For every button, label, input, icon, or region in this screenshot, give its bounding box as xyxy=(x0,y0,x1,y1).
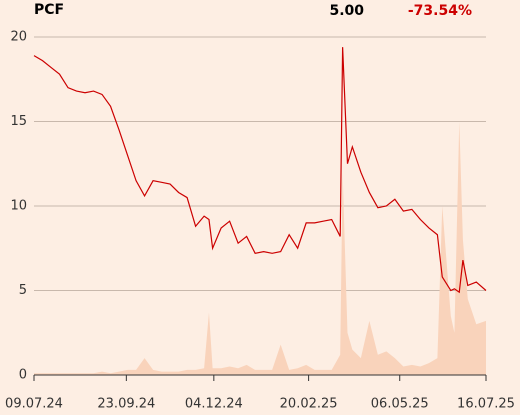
y-tick-label: 0 xyxy=(19,368,27,383)
x-tick-label: 16.07.25 xyxy=(457,397,515,412)
y-tick-label: 10 xyxy=(10,199,27,214)
x-tick-label: 04.12.24 xyxy=(185,397,243,412)
y-tick-label: 5 xyxy=(19,283,27,298)
x-tick-label: 06.05.25 xyxy=(371,397,429,412)
ticker: PCF xyxy=(34,2,64,18)
volume-area xyxy=(34,121,486,375)
change: -73.54% xyxy=(408,3,472,19)
x-tick-label: 09.07.24 xyxy=(5,397,63,412)
y-tick-label: 15 xyxy=(10,114,27,129)
y-tick-label: 20 xyxy=(10,30,27,45)
price-line xyxy=(33,47,487,294)
last-price: 5.00 xyxy=(329,3,364,19)
x-tick-label: 23.09.24 xyxy=(97,397,155,412)
x-tick-label: 20.02.25 xyxy=(280,397,338,412)
